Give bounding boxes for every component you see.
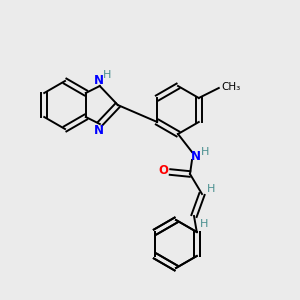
Text: N: N [191, 149, 201, 163]
Text: CH₃: CH₃ [222, 82, 241, 92]
Text: N: N [94, 124, 104, 136]
Text: H: H [207, 184, 215, 194]
Text: N: N [94, 74, 104, 86]
Text: O: O [158, 164, 168, 178]
Text: H: H [200, 219, 208, 229]
Text: H: H [103, 70, 111, 80]
Text: H: H [201, 147, 209, 157]
